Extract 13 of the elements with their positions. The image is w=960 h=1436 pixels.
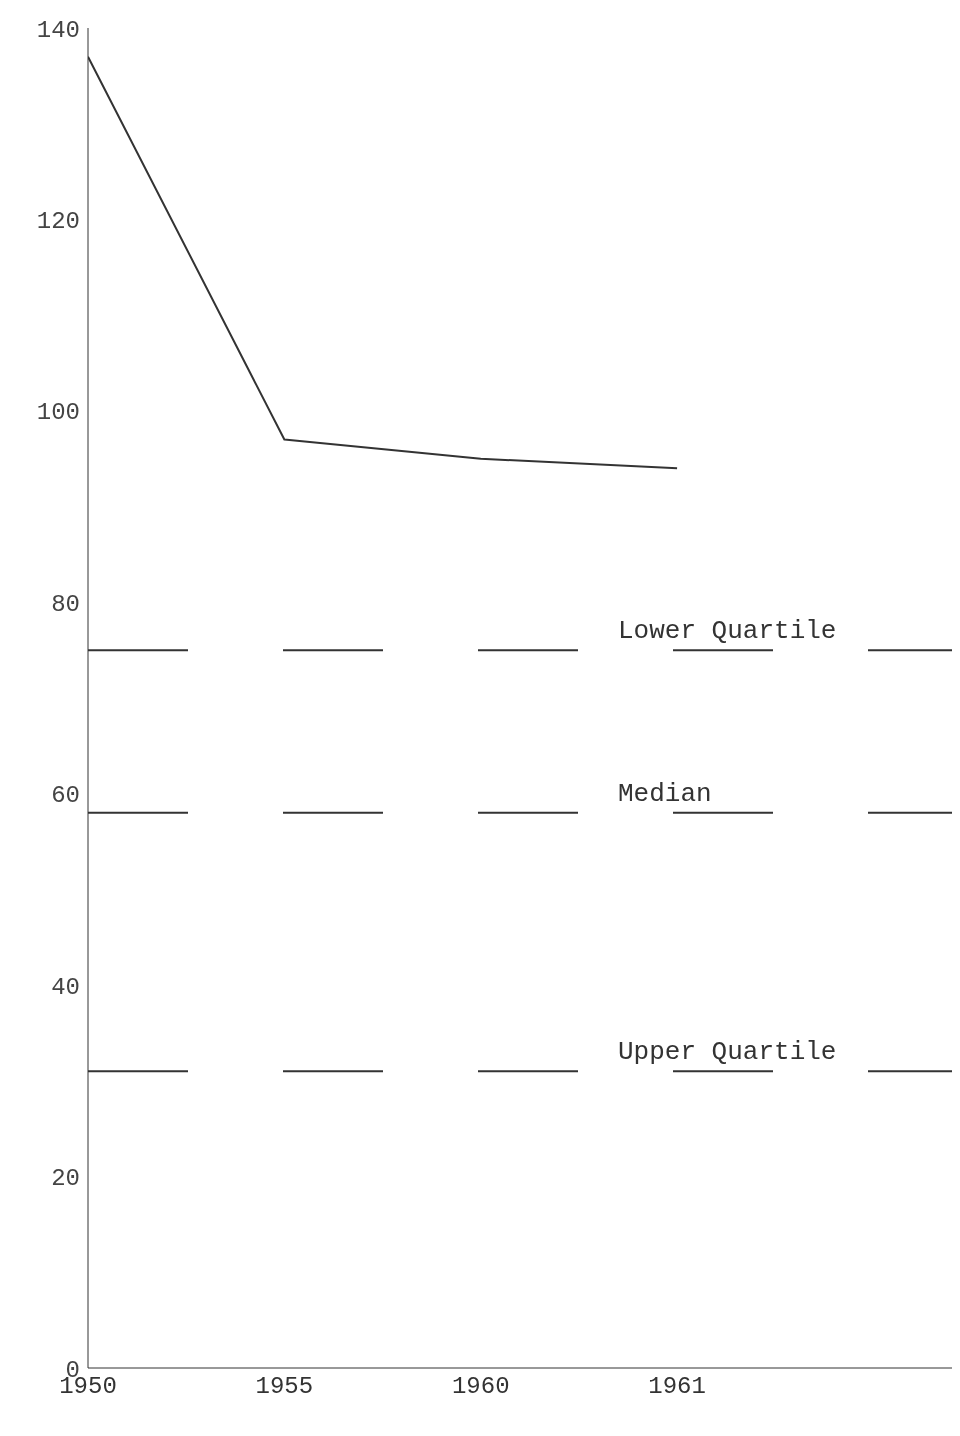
ref-line-label: Lower Quartile <box>618 616 837 647</box>
x-tick-label: 1955 <box>255 1373 314 1401</box>
y-tick-label: 100 <box>36 399 80 427</box>
x-tick-label: 1960 <box>451 1373 510 1401</box>
ref-line-label: Median <box>618 778 712 809</box>
y-tick-label: 120 <box>36 207 80 235</box>
ref-line-label: Upper Quartile <box>618 1037 837 1068</box>
y-tick-label: 140 <box>36 16 80 44</box>
y-tick-label: 20 <box>51 1165 80 1193</box>
y-tick-label: 60 <box>51 782 80 810</box>
y-tick-label: 80 <box>51 590 80 618</box>
y-tick-label: 40 <box>51 973 80 1001</box>
x-tick-label: 1961 <box>648 1373 706 1401</box>
